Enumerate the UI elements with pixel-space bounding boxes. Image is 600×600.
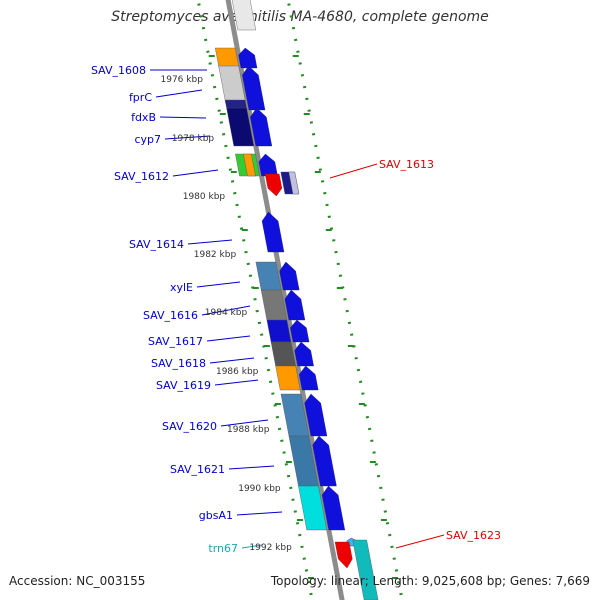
gene-sav-1617-block[interactable] (266, 319, 292, 343)
leader-line (172, 169, 219, 177)
ruler-label: 1986 kbp (216, 367, 259, 377)
leader-line (187, 239, 233, 245)
ruler-label: 1978 kbp (172, 134, 215, 144)
gene-sav-1618-block[interactable] (270, 341, 296, 367)
gene-sav-1623-arrow[interactable] (334, 541, 353, 569)
leader-line (236, 511, 283, 516)
gene-labels: SAV_1608 fprC fdxB cyp7 SAV_1612 SAV_1613 SAV_… (91, 64, 501, 555)
ruler-labels: 1976 kbp 1978 kbp 1980 kbp 1982 kbp 1984 kbp… (161, 75, 293, 553)
gene-xyle-arrow[interactable] (279, 261, 300, 291)
gene-sav-1618-arrow[interactable] (294, 341, 314, 367)
gene-sav-1613-arrow[interactable] (264, 173, 283, 197)
ruler-ticks (196, 0, 404, 600)
gene-label[interactable]: SAV_1621 (170, 463, 225, 476)
tick-track-forward (196, 0, 314, 600)
accession-label: Accession: NC_003155 (9, 574, 146, 588)
gene-label[interactable]: SAV_1617 (148, 335, 203, 348)
ruler-label: 1976 kbp (161, 75, 204, 85)
leader-line (159, 116, 207, 119)
gene-label[interactable]: SAV_1612 (114, 170, 169, 183)
leader-line (214, 379, 259, 386)
gene-fdxb-arrow[interactable] (247, 99, 266, 111)
leader-line (209, 357, 255, 364)
gene-features (214, 0, 379, 600)
leader-line (228, 465, 275, 470)
tick-track-reverse (286, 0, 404, 600)
ruler-label: 1988 kbp (227, 425, 270, 435)
gene-label[interactable]: fdxB (131, 111, 156, 124)
leader-line (329, 163, 378, 179)
gene-sav-1608-block[interactable] (214, 47, 240, 69)
gene-cyp7-arrow[interactable] (250, 107, 273, 147)
leader-line (164, 135, 211, 140)
gene-label[interactable]: SAV_1608 (91, 64, 146, 77)
gene-label[interactable]: SAV_1618 (151, 357, 206, 370)
gene-label[interactable]: cyp7 (134, 133, 161, 146)
gene-sav-1617-arrow[interactable] (290, 319, 310, 343)
gene-sav-1608-arrow[interactable] (238, 47, 258, 69)
gene-label[interactable]: SAV_1619 (156, 379, 211, 392)
gene-sav-1621-arrow[interactable] (312, 435, 337, 487)
gene-label[interactable]: trn67 (208, 542, 238, 555)
leader-line (206, 335, 251, 342)
gene-sav-1619-block[interactable] (275, 365, 301, 391)
gene-sav-1614-arrow[interactable] (261, 211, 285, 253)
gene-gbsa1-arrow[interactable] (321, 485, 346, 531)
gene-label[interactable]: SAV_1614 (129, 238, 184, 251)
leader-line (395, 534, 445, 549)
gene-sav-1612-block-2[interactable] (243, 153, 256, 177)
topology-label: Topology: linear; Length: 9,025,608 bp; … (270, 574, 590, 588)
leader-line (196, 281, 241, 288)
gene-top-partial-block[interactable] (230, 0, 257, 31)
gene-label[interactable]: xylE (170, 281, 193, 294)
label-leader-lines (150, 69, 445, 549)
gene-sav-1612-arrow[interactable] (258, 153, 278, 177)
ruler-label: 1984 kbp (205, 308, 248, 318)
ruler-label: 1990 kbp (238, 484, 281, 494)
ruler-label: 1982 kbp (194, 250, 237, 260)
leader-line (241, 544, 263, 549)
gene-label[interactable]: SAV_1616 (143, 309, 198, 322)
ruler-label: 1992 kbp (249, 543, 292, 553)
gene-label[interactable]: gbsA1 (199, 509, 233, 522)
gene-cyp7-block[interactable] (226, 107, 255, 147)
gene-sav-1613-block-2[interactable] (288, 171, 300, 195)
gene-sav-1623-block[interactable] (352, 539, 379, 600)
gene-gbsa1-block[interactable] (298, 485, 328, 531)
leader-line (155, 89, 203, 98)
gene-sav-1620-arrow[interactable] (304, 393, 328, 437)
gene-sav-1619-arrow[interactable] (299, 365, 319, 391)
gene-label[interactable]: SAV_1620 (162, 420, 217, 433)
gene-label[interactable]: fprC (129, 91, 152, 104)
gene-sav-1616-arrow[interactable] (284, 289, 306, 321)
leader-line (220, 419, 269, 427)
gene-label[interactable]: SAV_1623 (446, 529, 501, 542)
gene-label[interactable]: SAV_1613 (379, 158, 434, 171)
leader-line (201, 305, 251, 316)
genome-title: Streptomyces avermitilis MA-4680, comple… (111, 9, 489, 25)
ruler-label: 1980 kbp (183, 192, 226, 202)
